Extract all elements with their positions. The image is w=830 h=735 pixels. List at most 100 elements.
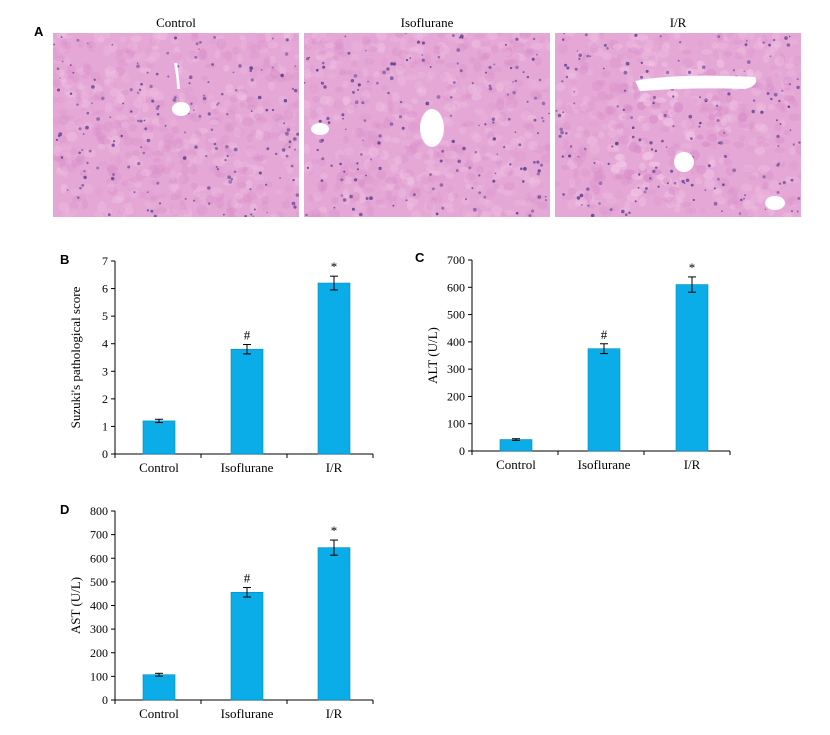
cell (576, 148, 588, 158)
cell (151, 34, 162, 45)
cell (480, 55, 489, 61)
cell (248, 80, 258, 89)
cell (414, 152, 423, 159)
cell (591, 163, 603, 174)
cell (120, 121, 130, 129)
nucleus (727, 92, 731, 96)
cell (739, 103, 747, 112)
cell (559, 103, 567, 111)
y-axis-label: AST (U/L) (68, 577, 83, 634)
cell (495, 82, 504, 92)
cell (362, 170, 372, 181)
cell (506, 98, 518, 109)
cell (644, 50, 652, 56)
cell (205, 194, 215, 205)
cell (755, 122, 766, 131)
nucleus (340, 194, 343, 197)
nucleus (474, 151, 477, 154)
nucleus (777, 162, 781, 166)
cell (532, 79, 539, 90)
cell (190, 33, 199, 42)
nucleus (318, 119, 322, 123)
cell (309, 109, 318, 120)
cell (410, 188, 421, 199)
cell (130, 35, 142, 43)
cell (339, 70, 348, 76)
cell (779, 107, 788, 114)
category-label: I/R (326, 706, 343, 721)
nucleus (182, 156, 187, 160)
cell (758, 165, 771, 174)
nucleus (702, 65, 706, 69)
cell (521, 107, 534, 117)
nucleus (796, 210, 799, 213)
cell (598, 112, 607, 120)
cell (570, 177, 582, 186)
cell (97, 36, 105, 43)
cell (238, 168, 246, 175)
cell (749, 127, 758, 134)
nucleus (421, 54, 424, 56)
cell (333, 184, 340, 193)
cell (246, 104, 256, 110)
nucleus (683, 182, 686, 185)
category-label: Control (139, 460, 179, 475)
cell (446, 84, 456, 91)
cell (398, 131, 407, 141)
cell (643, 60, 655, 66)
nucleus (468, 166, 472, 170)
cell (402, 177, 414, 186)
cell (136, 93, 146, 103)
y-tick-label: 300 (447, 362, 465, 376)
cell (717, 106, 729, 116)
cell (515, 79, 524, 87)
nucleus (83, 170, 86, 173)
cell (643, 173, 654, 183)
nucleus (294, 65, 297, 67)
cell (63, 45, 70, 55)
cell (609, 88, 620, 97)
nucleus (233, 170, 237, 173)
cell (232, 46, 240, 55)
nucleus (561, 155, 564, 158)
cell (588, 120, 600, 127)
nucleus (305, 213, 308, 217)
cell (471, 39, 482, 49)
bar-I/R (317, 282, 351, 455)
cell (643, 99, 652, 107)
cell (630, 44, 641, 51)
cell (275, 118, 287, 129)
cell (647, 150, 655, 159)
cell (149, 87, 160, 98)
cell (119, 36, 127, 43)
cell (363, 175, 375, 185)
cell (423, 184, 430, 193)
cell (592, 171, 600, 182)
cell (674, 189, 686, 200)
cell (622, 103, 633, 114)
cell (725, 94, 733, 103)
nucleus (293, 137, 297, 141)
cell (368, 45, 378, 53)
cell (315, 49, 322, 59)
cell (57, 72, 69, 83)
cell (55, 69, 67, 76)
cell (742, 164, 755, 173)
nucleus (471, 187, 474, 190)
nucleus (672, 125, 675, 128)
cell (504, 47, 514, 58)
nucleus (275, 152, 278, 156)
nucleus (569, 145, 573, 148)
nucleus (565, 75, 569, 79)
cell (246, 96, 259, 107)
nucleus (688, 70, 692, 74)
bar-Isoflurane (230, 348, 264, 455)
cell (292, 71, 299, 81)
cell (429, 190, 441, 197)
cell (381, 103, 389, 113)
cell (638, 196, 647, 207)
nucleus (146, 138, 151, 143)
cell (744, 208, 754, 216)
cell (129, 176, 141, 183)
cell (588, 33, 600, 41)
